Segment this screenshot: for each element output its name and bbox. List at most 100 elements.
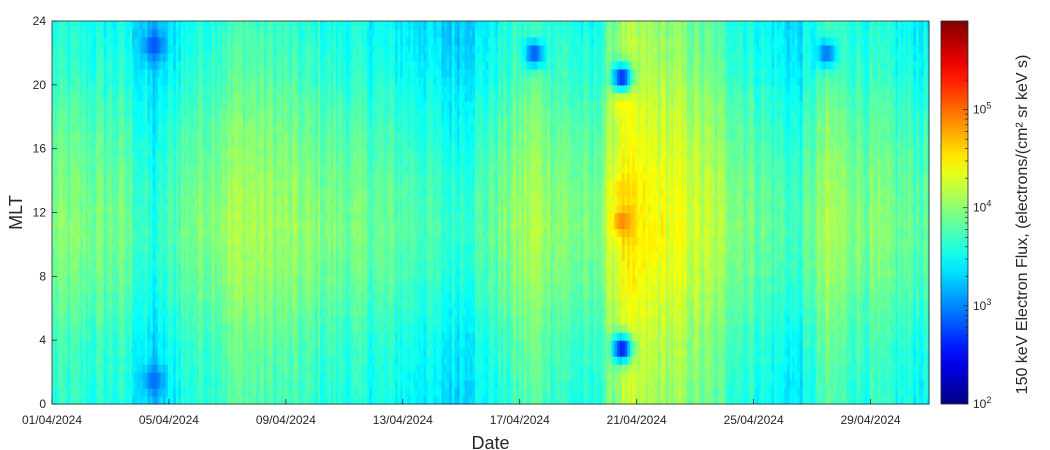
heatmap-cell <box>70 116 74 126</box>
heatmap-cell <box>59 196 63 206</box>
heatmap-cell <box>103 52 107 62</box>
heatmap-cell <box>64 228 69 238</box>
heatmap-cell <box>72 340 76 349</box>
heatmap-cell <box>64 340 69 349</box>
heatmap-cell <box>113 52 118 62</box>
heatmap-cell <box>54 204 58 214</box>
heatmap-cell <box>70 172 74 182</box>
heatmap-cell <box>108 84 112 94</box>
heatmap-cell <box>93 21 97 30</box>
heatmap-cell <box>121 252 125 261</box>
heatmap-cell <box>113 284 118 293</box>
heatmap-cell <box>59 268 63 277</box>
heatmap-cell <box>108 132 112 142</box>
heatmap-cell <box>64 156 69 166</box>
heatmap-cell <box>82 260 87 269</box>
heatmap-cell <box>121 236 125 246</box>
heatmap-cell <box>59 228 63 238</box>
heatmap-cell <box>111 308 115 317</box>
heatmap-cell <box>72 76 76 86</box>
heatmap-cell <box>72 44 76 54</box>
heatmap-cell <box>103 188 107 198</box>
heatmap-cell <box>111 220 115 230</box>
heatmap-cell <box>72 308 76 317</box>
heatmap-cell <box>113 44 118 54</box>
heatmap-cell <box>59 356 63 365</box>
heatmap-cell <box>95 124 100 134</box>
heatmap-cell <box>103 124 107 134</box>
heatmap-cell <box>82 52 87 62</box>
heatmap-cell <box>52 364 56 373</box>
heatmap-cell <box>111 21 115 30</box>
heatmap-cell <box>116 396 120 405</box>
heatmap-cell <box>111 260 115 269</box>
heatmap-cell <box>121 356 125 365</box>
heatmap-cell <box>57 332 61 341</box>
heatmap-cell <box>108 100 112 110</box>
heatmap-cell <box>126 21 130 30</box>
heatmap-cell <box>101 260 105 269</box>
heatmap-cell <box>101 204 105 214</box>
heatmap-cell <box>137 340 141 349</box>
heatmap-cell <box>95 188 100 198</box>
heatmap-cell <box>64 364 69 373</box>
heatmap-cell <box>67 132 71 142</box>
heatmap-cell <box>85 340 89 349</box>
heatmap-cell <box>75 180 79 190</box>
heatmap-cell <box>70 108 74 118</box>
heatmap-cell <box>126 212 130 222</box>
heatmap-cell <box>77 212 81 222</box>
heatmap-cell <box>103 108 107 118</box>
heatmap-cell <box>72 228 76 238</box>
heatmap-cell <box>126 284 130 293</box>
heatmap-cell <box>106 388 110 397</box>
heatmap-cell <box>119 316 123 325</box>
heatmap-cell <box>126 244 130 253</box>
heatmap-cell <box>59 284 63 293</box>
heatmap-cell <box>93 356 97 365</box>
heatmap-cell <box>72 396 76 405</box>
heatmap-cell <box>134 260 138 269</box>
heatmap-cell <box>52 300 56 309</box>
heatmap-cell <box>131 36 136 46</box>
heatmap-cell <box>88 236 92 246</box>
heatmap-cell <box>124 364 128 373</box>
heatmap-cell <box>95 236 100 246</box>
heatmap-cell <box>137 324 141 333</box>
heatmap-cell <box>82 340 87 349</box>
heatmap-cell <box>131 300 136 309</box>
heatmap-cell <box>70 132 74 142</box>
heatmap-cell <box>80 236 84 246</box>
heatmap-cell <box>108 316 112 325</box>
heatmap-cell <box>108 220 112 230</box>
heatmap-cell <box>137 236 141 246</box>
heatmap-cell <box>82 268 87 277</box>
heatmap-cell <box>113 356 118 365</box>
heatmap-cell <box>103 60 107 70</box>
heatmap-cell <box>124 116 128 126</box>
heatmap-cell <box>98 332 102 341</box>
heatmap-cell <box>75 396 79 405</box>
heatmap-cell <box>124 164 128 174</box>
heatmap-cell <box>77 36 81 46</box>
heatmap-cell <box>90 140 94 150</box>
heatmap-cell <box>131 332 136 341</box>
heatmap-cell <box>90 68 94 78</box>
heatmap-cell <box>101 180 105 190</box>
heatmap-cell <box>85 268 89 277</box>
heatmap-cell <box>129 388 133 397</box>
heatmap-cell <box>85 260 89 269</box>
heatmap-cell <box>129 260 133 269</box>
heatmap-cell <box>88 380 92 389</box>
heatmap-cell <box>54 236 58 246</box>
heatmap-cell <box>111 68 115 78</box>
heatmap-cell <box>57 220 61 230</box>
heatmap-cell <box>126 132 130 142</box>
heatmap-cell <box>54 260 58 269</box>
heatmap-cell <box>131 116 136 126</box>
heatmap-cell <box>134 316 138 325</box>
heatmap-cell <box>80 164 84 174</box>
heatmap-cell <box>113 164 118 174</box>
heatmap-cell <box>64 68 69 78</box>
heatmap-cell <box>101 308 105 317</box>
